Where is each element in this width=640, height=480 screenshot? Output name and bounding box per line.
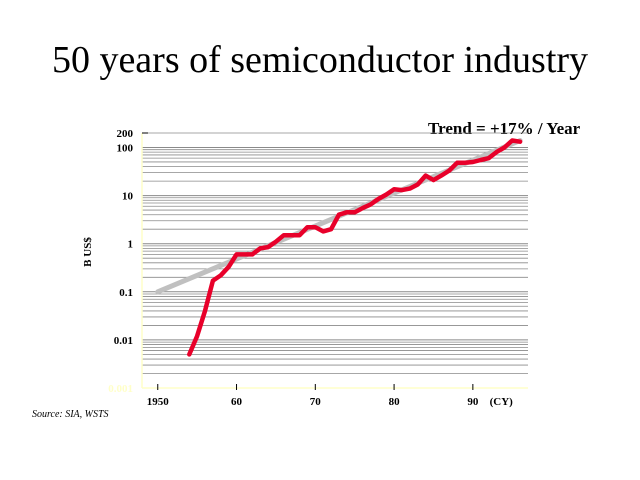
y-axis-label: B US$ bbox=[82, 237, 94, 267]
grid-lines bbox=[142, 132, 528, 389]
y-tick-label: 1 bbox=[128, 239, 134, 251]
y-tick-label: 10 bbox=[122, 191, 134, 203]
x-tick-label: 90 bbox=[467, 396, 479, 408]
x-tick-label: 70 bbox=[310, 396, 322, 408]
y-tick-label: 0.001 bbox=[108, 383, 133, 395]
source-note: Source: SIA, WSTS bbox=[32, 409, 109, 420]
x-tick-label: 80 bbox=[389, 396, 401, 408]
y-tick-label: 100 bbox=[117, 142, 134, 154]
x-unit-label: (CY) bbox=[490, 396, 514, 408]
y-tick-labels: 200 100 10 1 0.1 0.01 0.001 bbox=[108, 128, 133, 395]
x-tick-label: 60 bbox=[231, 396, 243, 408]
chart-title: 50 years of semiconductor industry bbox=[51, 39, 589, 81]
axes bbox=[141, 132, 528, 389]
revenue-line bbox=[187, 138, 523, 357]
x-tick-labels: 1950 60 70 80 90 (CY) bbox=[147, 384, 513, 408]
y-tick-label: 0.1 bbox=[119, 287, 133, 299]
y-tick-label: 0.01 bbox=[114, 335, 133, 347]
x-tick-label: 1950 bbox=[147, 396, 170, 408]
y-tick-label: 200 bbox=[117, 128, 134, 140]
series-lines bbox=[155, 138, 523, 357]
